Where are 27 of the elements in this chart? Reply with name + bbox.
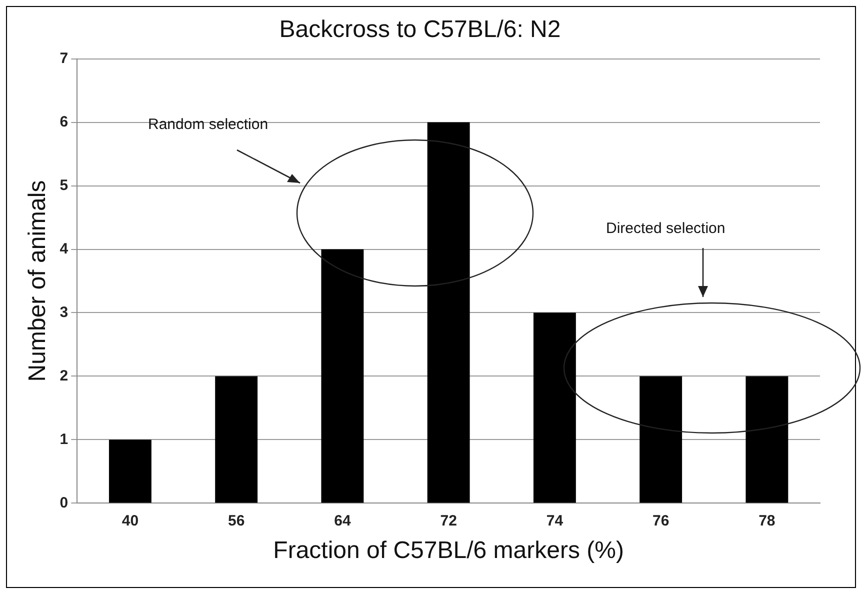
x-tick-label: 40 xyxy=(122,512,139,530)
x-tick-label: 74 xyxy=(546,512,564,530)
y-tick-label: 2 xyxy=(60,367,68,384)
chart-title: Backcross to C57BL/6: N2 xyxy=(279,16,561,44)
annotation: Directed selection xyxy=(606,220,726,237)
y-tick-label: 7 xyxy=(60,50,68,67)
bar xyxy=(427,122,470,503)
bar xyxy=(640,376,682,503)
y-tick-label: 1 xyxy=(60,430,68,448)
y-tick-label: 6 xyxy=(60,113,68,130)
x-tick-label: 64 xyxy=(334,512,352,530)
x-tick-label: 76 xyxy=(652,512,670,530)
y-tick-label: 4 xyxy=(60,240,69,258)
bar xyxy=(108,440,152,503)
annotation: Random selection xyxy=(148,116,268,133)
bar xyxy=(321,249,364,503)
y-tick-label: 0 xyxy=(60,494,68,512)
y-tick-label: 5 xyxy=(60,176,68,194)
y-axis-title: Number of animals xyxy=(24,180,52,382)
x-tick-label: 72 xyxy=(440,512,457,530)
x-tick-label: 78 xyxy=(758,512,776,530)
bar xyxy=(746,376,788,503)
x-axis-title: Fraction of C57BL/6 markers (%) xyxy=(273,537,624,564)
x-tick-label: 56 xyxy=(228,512,245,530)
bar xyxy=(215,376,258,503)
y-tick-label: 3 xyxy=(60,304,68,321)
bar xyxy=(533,312,576,503)
